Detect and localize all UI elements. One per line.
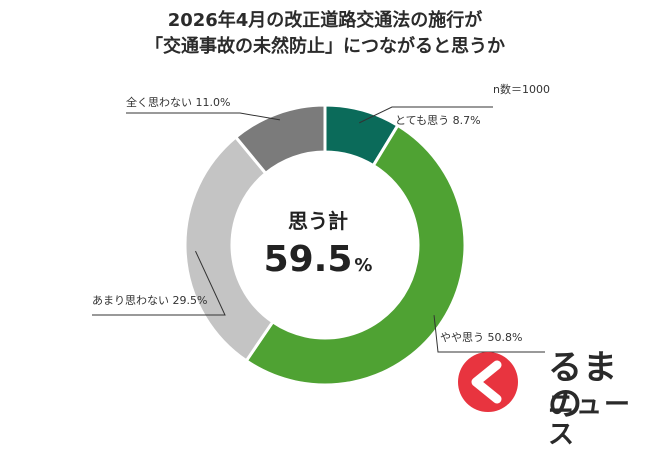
watermark-logo <box>458 352 518 412</box>
watermark-text-line-2: ニュース <box>548 390 633 450</box>
watermark-logo-circle <box>458 352 518 412</box>
center-value: 59.5 <box>264 239 353 280</box>
slice-label-very-much: とても思う 8.7% <box>395 114 481 127</box>
leader-line <box>92 250 226 316</box>
donut-chart: n数＝1000 とても思う 8.7% やや思う 50.8% あまり思わない 29… <box>92 83 550 412</box>
watermark-chevron-icon <box>471 360 502 404</box>
donut-slices <box>183 103 467 387</box>
slice-label-not-much: あまり思わない 29.5% <box>92 294 207 307</box>
leader-line <box>126 112 281 121</box>
leader-line <box>359 106 493 124</box>
chart-title-line-2: 「交通事故の未然防止」につながると思うか <box>145 36 505 57</box>
slice-somewhat <box>244 123 467 387</box>
center-label: 思う計 <box>288 209 348 233</box>
slice-label-not-at-all: 全く思わない 11.0% <box>126 95 230 109</box>
slice-not-at-all <box>233 103 327 176</box>
center-unit: % <box>354 255 372 276</box>
leader-lines <box>92 106 545 353</box>
slice-label-somewhat: やや思う 50.8% <box>440 331 522 344</box>
center-total: 59.5% <box>264 239 373 280</box>
watermark-text-line-1: るまの <box>548 348 618 424</box>
slice-not-much <box>183 135 275 363</box>
chart-title-line-1: 2026年4月の改正道路交通法の施行が <box>167 10 483 31</box>
sample-size-note: n数＝1000 <box>493 83 550 96</box>
leader-line <box>433 315 545 353</box>
